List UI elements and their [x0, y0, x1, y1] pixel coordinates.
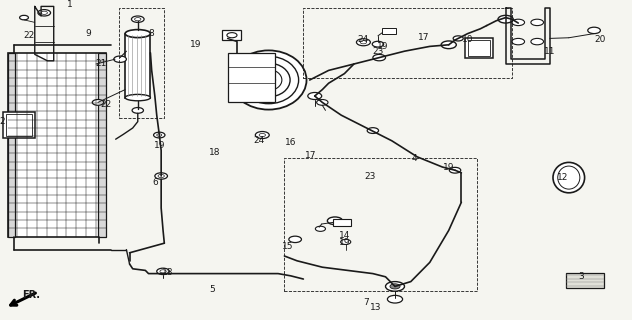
Circle shape — [38, 10, 51, 16]
Text: 19: 19 — [190, 40, 202, 49]
Bar — [6, 114, 32, 136]
Circle shape — [155, 173, 167, 179]
Text: 7: 7 — [363, 298, 370, 307]
Circle shape — [453, 36, 463, 41]
Circle shape — [498, 15, 513, 23]
Text: 18: 18 — [209, 148, 221, 157]
Text: 2: 2 — [0, 117, 4, 126]
Circle shape — [132, 108, 143, 113]
Bar — [465, 38, 493, 58]
Text: 23: 23 — [372, 47, 384, 56]
Ellipse shape — [255, 69, 282, 90]
Ellipse shape — [231, 50, 307, 109]
Circle shape — [255, 132, 269, 139]
Circle shape — [531, 38, 544, 45]
Text: 24: 24 — [358, 36, 369, 44]
Ellipse shape — [247, 63, 290, 97]
Text: 4: 4 — [411, 154, 416, 163]
Bar — [382, 28, 396, 34]
Circle shape — [20, 15, 28, 20]
Circle shape — [367, 128, 379, 133]
Text: 24: 24 — [253, 136, 265, 145]
Text: 19: 19 — [377, 42, 388, 51]
Bar — [228, 53, 275, 102]
Ellipse shape — [262, 75, 276, 85]
Circle shape — [372, 41, 384, 47]
Circle shape — [154, 132, 165, 138]
Text: 5: 5 — [209, 285, 215, 294]
Text: 19: 19 — [443, 164, 454, 172]
Text: 22: 22 — [100, 100, 112, 109]
Text: 16: 16 — [285, 138, 296, 147]
Text: 6: 6 — [152, 178, 158, 187]
Circle shape — [512, 19, 525, 26]
Circle shape — [356, 39, 370, 46]
Circle shape — [341, 239, 351, 244]
Text: 17: 17 — [418, 33, 429, 42]
Bar — [8, 53, 15, 237]
Circle shape — [588, 27, 600, 34]
Bar — [98, 53, 106, 237]
Text: 17: 17 — [305, 151, 317, 160]
Ellipse shape — [125, 94, 150, 101]
Bar — [222, 30, 241, 40]
Circle shape — [327, 217, 343, 225]
Text: 22: 22 — [23, 31, 35, 40]
Text: 10: 10 — [462, 36, 473, 44]
Circle shape — [131, 16, 144, 22]
Text: 12: 12 — [557, 173, 568, 182]
Text: 8: 8 — [149, 29, 155, 38]
Ellipse shape — [558, 166, 580, 189]
Circle shape — [441, 41, 456, 49]
Text: 15: 15 — [282, 242, 293, 251]
Text: 9: 9 — [85, 29, 92, 38]
Ellipse shape — [238, 56, 298, 104]
Bar — [3, 112, 35, 138]
Text: 23: 23 — [364, 172, 375, 181]
Circle shape — [449, 167, 461, 173]
Circle shape — [387, 295, 403, 303]
Text: 1: 1 — [66, 0, 73, 9]
Bar — [468, 40, 490, 56]
Circle shape — [289, 236, 301, 243]
Text: 21: 21 — [95, 60, 107, 68]
Text: FR.: FR. — [22, 290, 40, 300]
Circle shape — [114, 56, 126, 62]
Circle shape — [227, 33, 237, 38]
Circle shape — [315, 226, 325, 231]
Circle shape — [317, 100, 328, 105]
Ellipse shape — [553, 163, 585, 193]
Text: 18: 18 — [162, 268, 173, 277]
Bar — [566, 273, 604, 288]
Text: 13: 13 — [370, 303, 382, 312]
Text: 14: 14 — [339, 231, 350, 240]
Bar — [8, 53, 106, 237]
Ellipse shape — [125, 30, 150, 38]
Circle shape — [157, 268, 169, 275]
Circle shape — [373, 54, 386, 61]
Text: 11: 11 — [544, 47, 556, 56]
Circle shape — [512, 38, 525, 45]
Circle shape — [386, 282, 404, 291]
Text: 20: 20 — [595, 35, 606, 44]
Circle shape — [92, 100, 104, 105]
Circle shape — [308, 92, 322, 100]
Text: 19: 19 — [154, 141, 166, 150]
Circle shape — [390, 284, 400, 289]
Bar — [333, 219, 351, 226]
Text: 3: 3 — [578, 272, 585, 281]
Text: 19: 19 — [339, 238, 350, 247]
Bar — [125, 34, 150, 98]
Circle shape — [531, 19, 544, 26]
